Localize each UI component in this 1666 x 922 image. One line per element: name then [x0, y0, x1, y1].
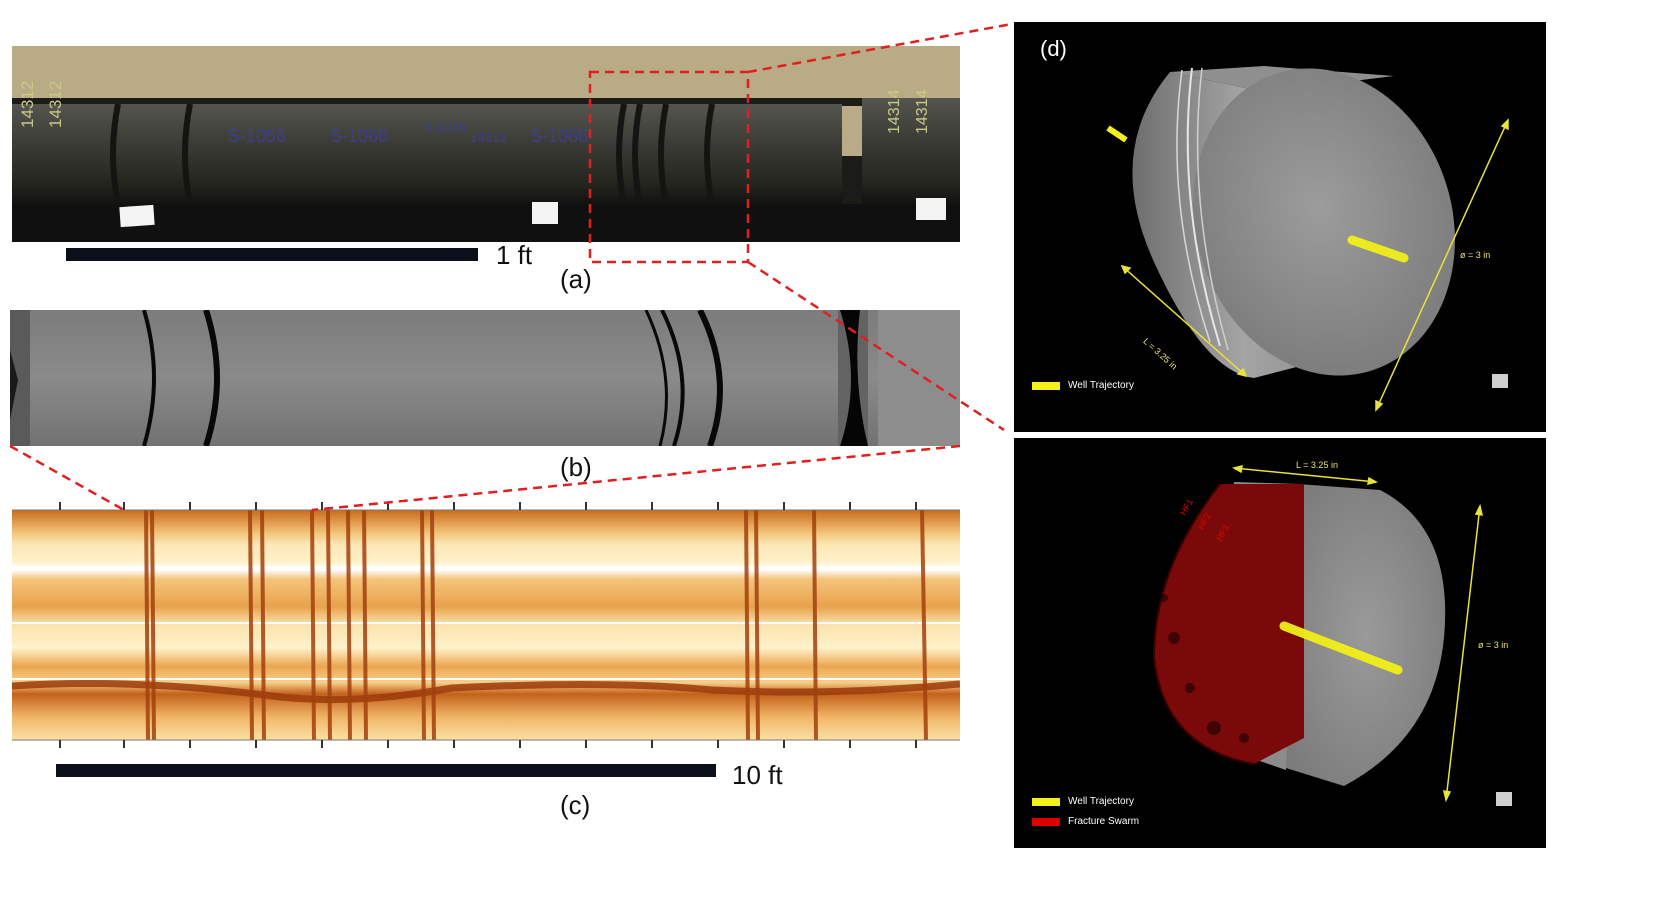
ct-render-top [1014, 22, 1546, 432]
core-cylinder-bottom [1152, 464, 1512, 806]
scale-label-10ft: 10 ft [732, 760, 783, 790]
legend-label-fracture: Fracture Swarm [1068, 816, 1140, 827]
panel-label-c: (c) [560, 790, 591, 820]
core-label: S-1086 [530, 126, 589, 146]
ct-scan-log-image [11, 509, 961, 741]
core-label: S-1076 [424, 120, 466, 135]
core-label: S-1056 [228, 126, 287, 146]
legend-label-well-top: Well Trajectory [1068, 380, 1134, 391]
diameter-label-top: ø = 3 in [1460, 250, 1491, 260]
core-label: 14313 [470, 130, 507, 145]
core-cylinder-top [1106, 66, 1509, 412]
ct-scan-ticks [12, 502, 960, 748]
ct-render-bottom [1014, 438, 1546, 848]
diameter-label-bottom: ø = 3 in [1478, 640, 1509, 650]
legend-swatch-well-top [1032, 382, 1060, 390]
panel-label-a: (a) [560, 264, 592, 294]
core-photo [12, 46, 960, 242]
scale-bar-1ft [66, 248, 478, 261]
scale-label-1ft: 1 ft [496, 240, 533, 270]
panel-label-d: (d) [1040, 36, 1067, 61]
length-label-bottom: L = 3.25 in [1296, 460, 1338, 470]
ct-unwrap-graphic [10, 308, 960, 447]
legend-swatch-well-bottom [1032, 798, 1060, 806]
core-label: S-1066 [330, 126, 389, 146]
legend-label-well-bottom: Well Trajectory [1068, 796, 1134, 807]
legend-swatch-fracture [1032, 818, 1060, 826]
core-photo-graphic [12, 46, 960, 242]
ct-unwrap-image [10, 308, 960, 447]
panel-label-b: (b) [560, 452, 592, 482]
scale-bar-10ft [56, 764, 716, 777]
zoom-box [588, 70, 750, 264]
ct-scan-log-graphic [11, 509, 961, 741]
